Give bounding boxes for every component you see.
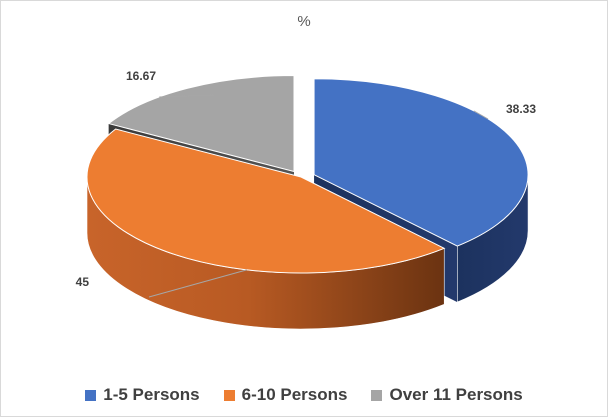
legend-label-1-5-persons: 1-5 Persons [103,385,200,404]
legend-swatch-1-5-persons [85,389,97,401]
legend-label-over-11-persons: Over 11 Persons [389,385,523,404]
leader-line-1-5-persons [473,110,489,120]
legend-swatch-over-11-persons [371,389,383,401]
leader-line-over-11-persons [159,94,216,98]
chart-title: % [297,13,311,30]
legend-swatch-6-10-persons [223,389,235,401]
slice-6-10-persons [86,128,446,274]
legend-label-6-10-persons: 6-10 Persons [241,385,348,404]
legend: 1-5 Persons 6-10 Persons Over 11 Persons [1,385,607,405]
data-label-over-11-persons: 16.67 [126,69,156,83]
legend-item-6-10-persons: 6-10 Persons [223,385,348,405]
leader-line-6-10-persons [148,269,247,298]
slice-1-5-persons [313,78,529,247]
pie-chart: 38.33 45 16.67 [76,69,536,330]
data-label-1-5-persons: 38.33 [506,102,536,116]
data-label-6-10-persons: 45 [76,275,90,289]
legend-item-1-5-persons: 1-5 Persons [85,385,200,405]
legend-item-over-11-persons: Over 11 Persons [371,385,523,405]
slice-over-11-persons [107,75,295,173]
